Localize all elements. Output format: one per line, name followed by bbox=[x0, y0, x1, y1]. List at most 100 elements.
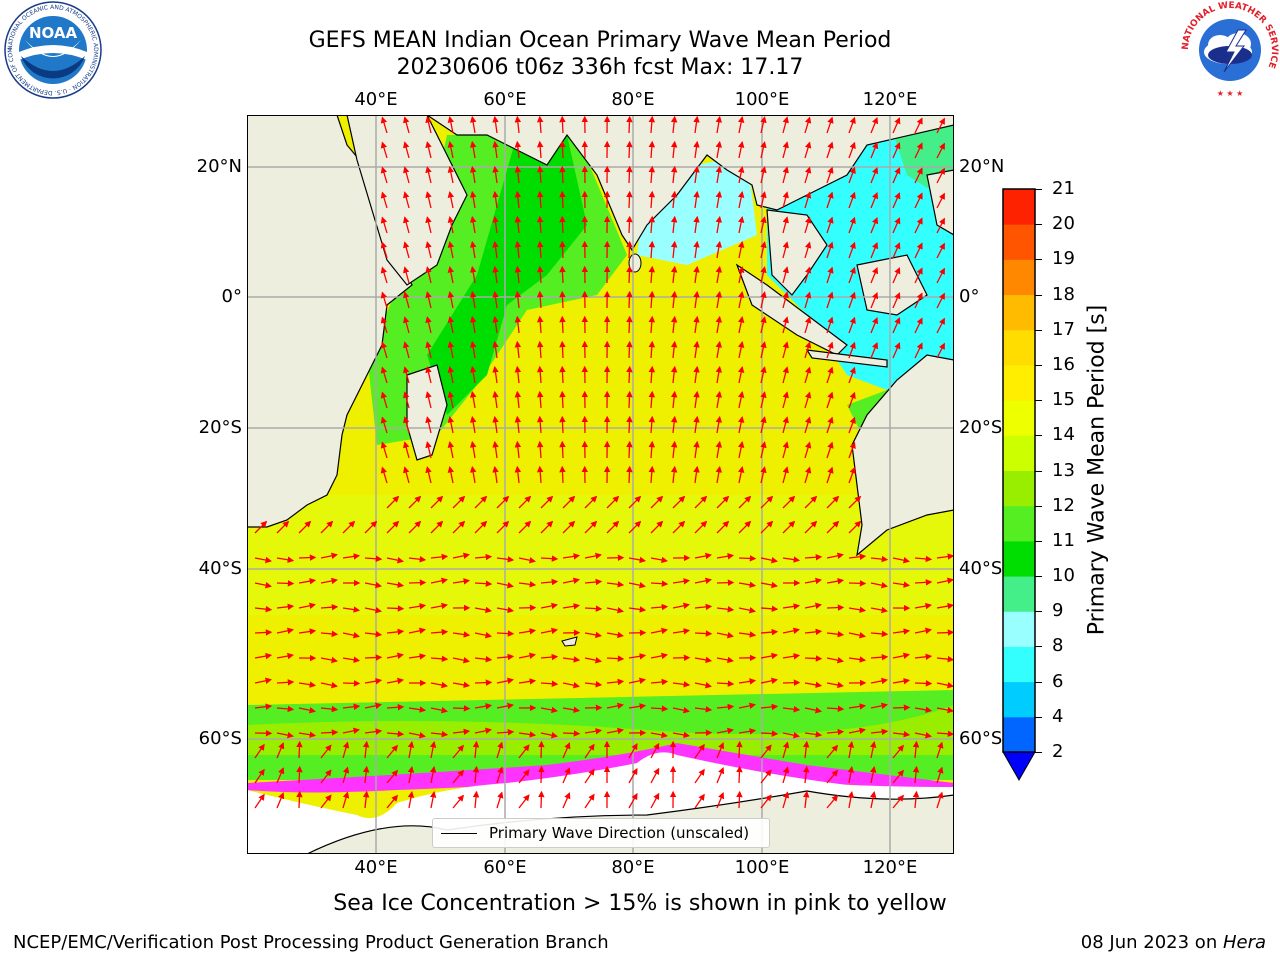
wave-direction-arrow bbox=[469, 390, 477, 409]
wave-direction-arrow bbox=[693, 215, 700, 234]
wave-direction-arrow bbox=[518, 495, 532, 509]
wave-direction-arrow bbox=[298, 681, 317, 688]
wave-direction-arrow bbox=[403, 441, 410, 459]
wave-direction-arrow bbox=[342, 553, 361, 560]
wave-direction-arrow bbox=[514, 315, 522, 334]
wave-direction-arrow bbox=[492, 115, 499, 134]
wave-direction-arrow bbox=[936, 730, 954, 738]
wave-direction-arrow bbox=[693, 290, 700, 309]
footer-host: Hera bbox=[1222, 932, 1266, 953]
wave-direction-arrow bbox=[628, 556, 647, 564]
wave-direction-arrow bbox=[738, 520, 752, 534]
wave-direction-arrow bbox=[804, 655, 823, 662]
wave-direction-arrow bbox=[670, 315, 678, 334]
wave-direction-arrow bbox=[559, 215, 566, 234]
wave-direction-arrow bbox=[650, 742, 660, 759]
wave-direction-arrow bbox=[562, 656, 581, 663]
wave-direction-arrow bbox=[403, 416, 410, 434]
wave-direction-arrow bbox=[540, 602, 558, 610]
wave-direction-arrow bbox=[847, 741, 855, 759]
wave-direction-arrow bbox=[760, 216, 767, 234]
colorbar-band bbox=[1003, 364, 1035, 401]
wave-direction-arrow bbox=[408, 732, 426, 739]
wave-direction-arrow bbox=[469, 140, 477, 159]
wave-direction-arrow bbox=[469, 115, 477, 134]
wave-direction-arrow bbox=[892, 192, 901, 209]
wave-direction-arrow bbox=[559, 465, 566, 484]
wave-direction-arrow bbox=[447, 216, 455, 234]
wave-direction-arrow bbox=[737, 341, 745, 359]
wave-direction-arrow bbox=[474, 520, 488, 534]
wave-direction-arrow bbox=[380, 141, 388, 159]
wave-direction-arrow bbox=[892, 167, 901, 184]
wave-direction-arrow bbox=[447, 366, 455, 384]
legend-label: Primary Wave Direction (unscaled) bbox=[489, 824, 750, 842]
wave-direction-arrow bbox=[804, 495, 818, 509]
wave-direction-arrow bbox=[492, 165, 499, 184]
wave-direction-arrow bbox=[693, 165, 700, 184]
wave-direction-arrow bbox=[848, 316, 856, 334]
wave-direction-arrow bbox=[430, 520, 444, 534]
colorbar-tick-mark bbox=[1035, 540, 1042, 542]
wave-direction-arrow bbox=[474, 495, 488, 509]
wave-direction-arrow bbox=[802, 740, 810, 759]
wave-direction-arrow bbox=[715, 290, 723, 309]
wave-direction-arrow bbox=[342, 632, 360, 639]
colorbar-tick-label: 2 bbox=[1052, 741, 1064, 762]
wave-direction-arrow bbox=[496, 766, 504, 784]
wave-direction-arrow bbox=[804, 291, 812, 309]
wave-direction-arrow bbox=[403, 466, 410, 484]
wave-direction-arrow bbox=[804, 166, 812, 184]
wave-direction-arrow bbox=[892, 267, 901, 284]
wave-direction-arrow bbox=[648, 340, 656, 359]
colorbar-tick-mark bbox=[1035, 576, 1042, 578]
wave-direction-arrow bbox=[826, 166, 834, 184]
wave-direction-arrow bbox=[430, 495, 444, 509]
wave-direction-arrow bbox=[362, 790, 370, 809]
wave-direction-arrow bbox=[559, 240, 566, 259]
wave-direction-arrow bbox=[492, 290, 499, 309]
wave-direction-arrow bbox=[870, 116, 879, 134]
colorbar-band bbox=[1003, 435, 1035, 471]
wave-direction-arrow bbox=[628, 582, 646, 589]
wave-direction-arrow bbox=[559, 390, 566, 409]
wave-direction-arrow bbox=[540, 653, 559, 661]
wave-direction-arrow bbox=[362, 765, 370, 784]
wave-direction-arrow bbox=[254, 605, 273, 613]
wave-direction-arrow bbox=[452, 552, 470, 559]
wave-direction-arrow bbox=[892, 652, 910, 659]
wave-direction-arrow bbox=[804, 191, 812, 209]
wave-direction-arrow bbox=[364, 606, 382, 614]
wave-direction-arrow bbox=[430, 730, 449, 738]
wave-direction-arrow bbox=[716, 727, 734, 735]
wave-direction-arrow bbox=[670, 265, 678, 284]
wave-direction-arrow bbox=[848, 391, 856, 409]
wave-direction-arrow bbox=[559, 165, 566, 184]
wave-direction-arrow bbox=[648, 190, 656, 209]
wave-direction-arrow bbox=[760, 556, 778, 564]
wave-direction-arrow bbox=[562, 792, 571, 809]
wave-direction-arrow bbox=[447, 241, 455, 259]
wave-direction-arrow bbox=[342, 727, 360, 735]
wave-direction-arrow bbox=[804, 416, 812, 434]
wave-direction-arrow bbox=[298, 554, 317, 561]
wave-direction-arrow bbox=[715, 440, 723, 459]
wave-direction-arrow bbox=[386, 794, 399, 809]
wave-direction-arrow bbox=[447, 416, 455, 434]
wave-direction-arrow bbox=[408, 603, 427, 610]
wave-direction-arrow bbox=[562, 706, 581, 714]
wave-direction-arrow bbox=[738, 728, 757, 735]
colorbar bbox=[1002, 188, 1036, 782]
wave-direction-arrow bbox=[562, 603, 581, 610]
wave-direction-arrow bbox=[738, 607, 756, 614]
wave-direction-arrow bbox=[320, 630, 339, 638]
wave-direction-arrow bbox=[425, 216, 432, 234]
wave-direction-arrow bbox=[425, 441, 432, 459]
wave-direction-arrow bbox=[648, 215, 656, 234]
colorbar-tick-mark bbox=[1035, 470, 1042, 472]
wave-direction-arrow bbox=[694, 768, 705, 784]
wave-direction-arrow bbox=[386, 495, 400, 509]
wave-direction-arrow bbox=[492, 340, 499, 359]
wave-direction-arrow bbox=[492, 140, 499, 159]
wave-direction-arrow bbox=[298, 731, 317, 738]
